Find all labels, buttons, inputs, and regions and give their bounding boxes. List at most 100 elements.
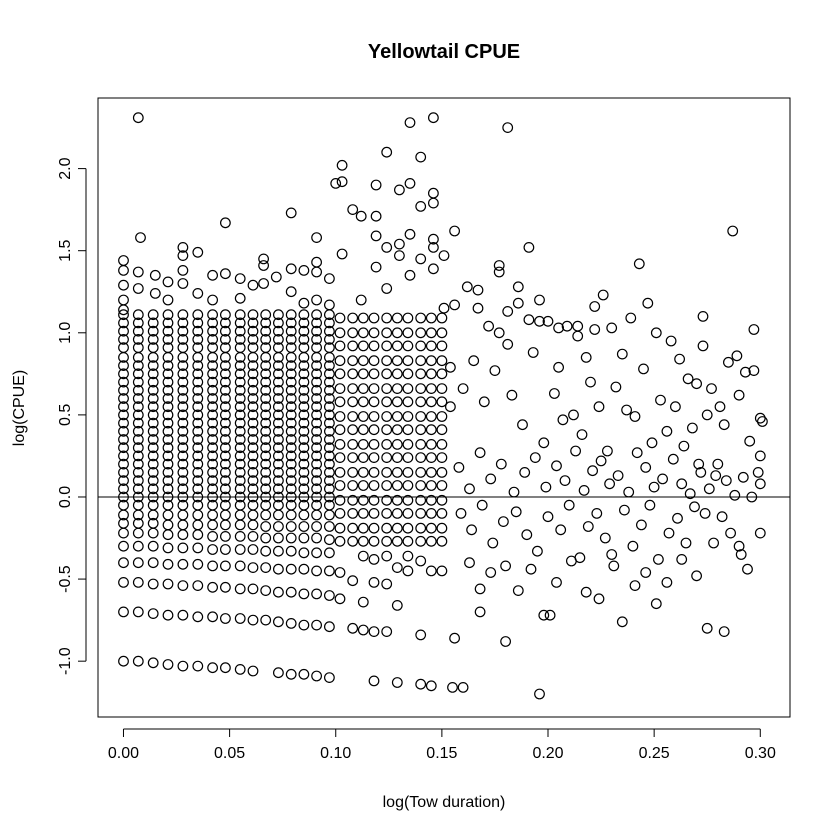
- data-point: [234, 519, 246, 531]
- data-point: [415, 253, 427, 265]
- data-point: [438, 302, 450, 314]
- data-point: [260, 325, 272, 337]
- data-point: [207, 360, 219, 372]
- data-point: [132, 309, 144, 321]
- data-point: [311, 309, 323, 321]
- data-point: [147, 483, 159, 495]
- data-point: [754, 450, 766, 462]
- data-point: [207, 519, 219, 531]
- data-point: [162, 483, 174, 495]
- data-point: [311, 565, 323, 577]
- data-point: [311, 384, 323, 396]
- data-point: [118, 475, 129, 487]
- data-point: [485, 567, 497, 578]
- data-point: [506, 389, 518, 401]
- data-point: [425, 680, 437, 692]
- data-point: [347, 411, 359, 422]
- data-point: [551, 460, 562, 472]
- data-point: [285, 509, 297, 521]
- data-point: [402, 522, 414, 534]
- data-point: [324, 491, 335, 503]
- data-point: [118, 279, 129, 291]
- data-point: [631, 447, 643, 459]
- data-point: [234, 393, 246, 404]
- data-point: [334, 593, 346, 605]
- data-point: [357, 480, 369, 491]
- data-point: [234, 309, 246, 321]
- data-point: [502, 306, 514, 317]
- data-point: [425, 480, 437, 491]
- data-point: [132, 393, 144, 404]
- data-point: [404, 269, 416, 281]
- data-point: [298, 483, 310, 495]
- data-point: [273, 425, 284, 437]
- data-point: [273, 309, 284, 321]
- data-point: [445, 401, 456, 413]
- data-point: [147, 409, 159, 421]
- data-point: [415, 396, 427, 408]
- data-point: [260, 585, 272, 596]
- data-point: [285, 286, 297, 298]
- data-point: [636, 519, 647, 531]
- data-point: [720, 475, 732, 487]
- data-point: [260, 509, 272, 521]
- data-point: [273, 450, 284, 462]
- data-point: [273, 434, 284, 445]
- data-point: [551, 577, 562, 588]
- data-point: [391, 508, 403, 519]
- data-point: [219, 325, 231, 337]
- data-point: [118, 491, 129, 503]
- data-point: [415, 480, 427, 491]
- data-point: [162, 409, 174, 421]
- data-point: [436, 424, 448, 436]
- data-point: [368, 383, 380, 395]
- data-point: [258, 260, 270, 271]
- data-point: [324, 547, 335, 559]
- data-point: [132, 112, 144, 124]
- data-point: [667, 453, 679, 465]
- data-point: [311, 417, 323, 429]
- data-point: [177, 609, 189, 621]
- data-point: [542, 511, 554, 523]
- data-point: [234, 317, 246, 329]
- data-point: [672, 512, 683, 524]
- data-point: [461, 281, 473, 293]
- data-point: [285, 545, 297, 557]
- data-point: [436, 494, 448, 506]
- x-axis-label: log(Tow duration): [383, 794, 506, 811]
- data-point: [162, 309, 174, 321]
- data-point: [273, 368, 284, 380]
- data-point: [247, 434, 259, 445]
- data-point: [273, 325, 284, 337]
- data-point: [207, 393, 219, 404]
- data-point: [247, 583, 259, 595]
- data-point: [192, 450, 204, 462]
- data-point: [457, 383, 469, 395]
- data-point: [260, 450, 272, 462]
- data-point: [298, 475, 310, 487]
- data-point: [324, 334, 335, 345]
- data-point: [746, 491, 758, 503]
- data-point: [357, 494, 369, 506]
- data-point: [476, 499, 488, 511]
- data-point: [132, 475, 144, 487]
- data-point: [464, 557, 475, 569]
- data-point: [629, 411, 641, 422]
- data-point: [621, 404, 632, 416]
- data-point: [270, 271, 282, 283]
- chart-title: Yellowtail CPUE: [368, 41, 520, 63]
- data-point: [311, 232, 323, 244]
- data-point: [723, 356, 734, 368]
- data-point: [568, 409, 579, 421]
- data-point: [177, 660, 189, 672]
- data-point: [177, 393, 189, 404]
- data-point: [357, 624, 369, 636]
- data-point: [132, 434, 144, 445]
- data-point: [415, 151, 427, 163]
- data-point: [357, 452, 369, 464]
- data-point: [757, 416, 768, 427]
- data-point: [147, 352, 159, 363]
- data-point: [570, 445, 581, 457]
- data-point: [391, 439, 403, 450]
- data-point: [436, 340, 448, 352]
